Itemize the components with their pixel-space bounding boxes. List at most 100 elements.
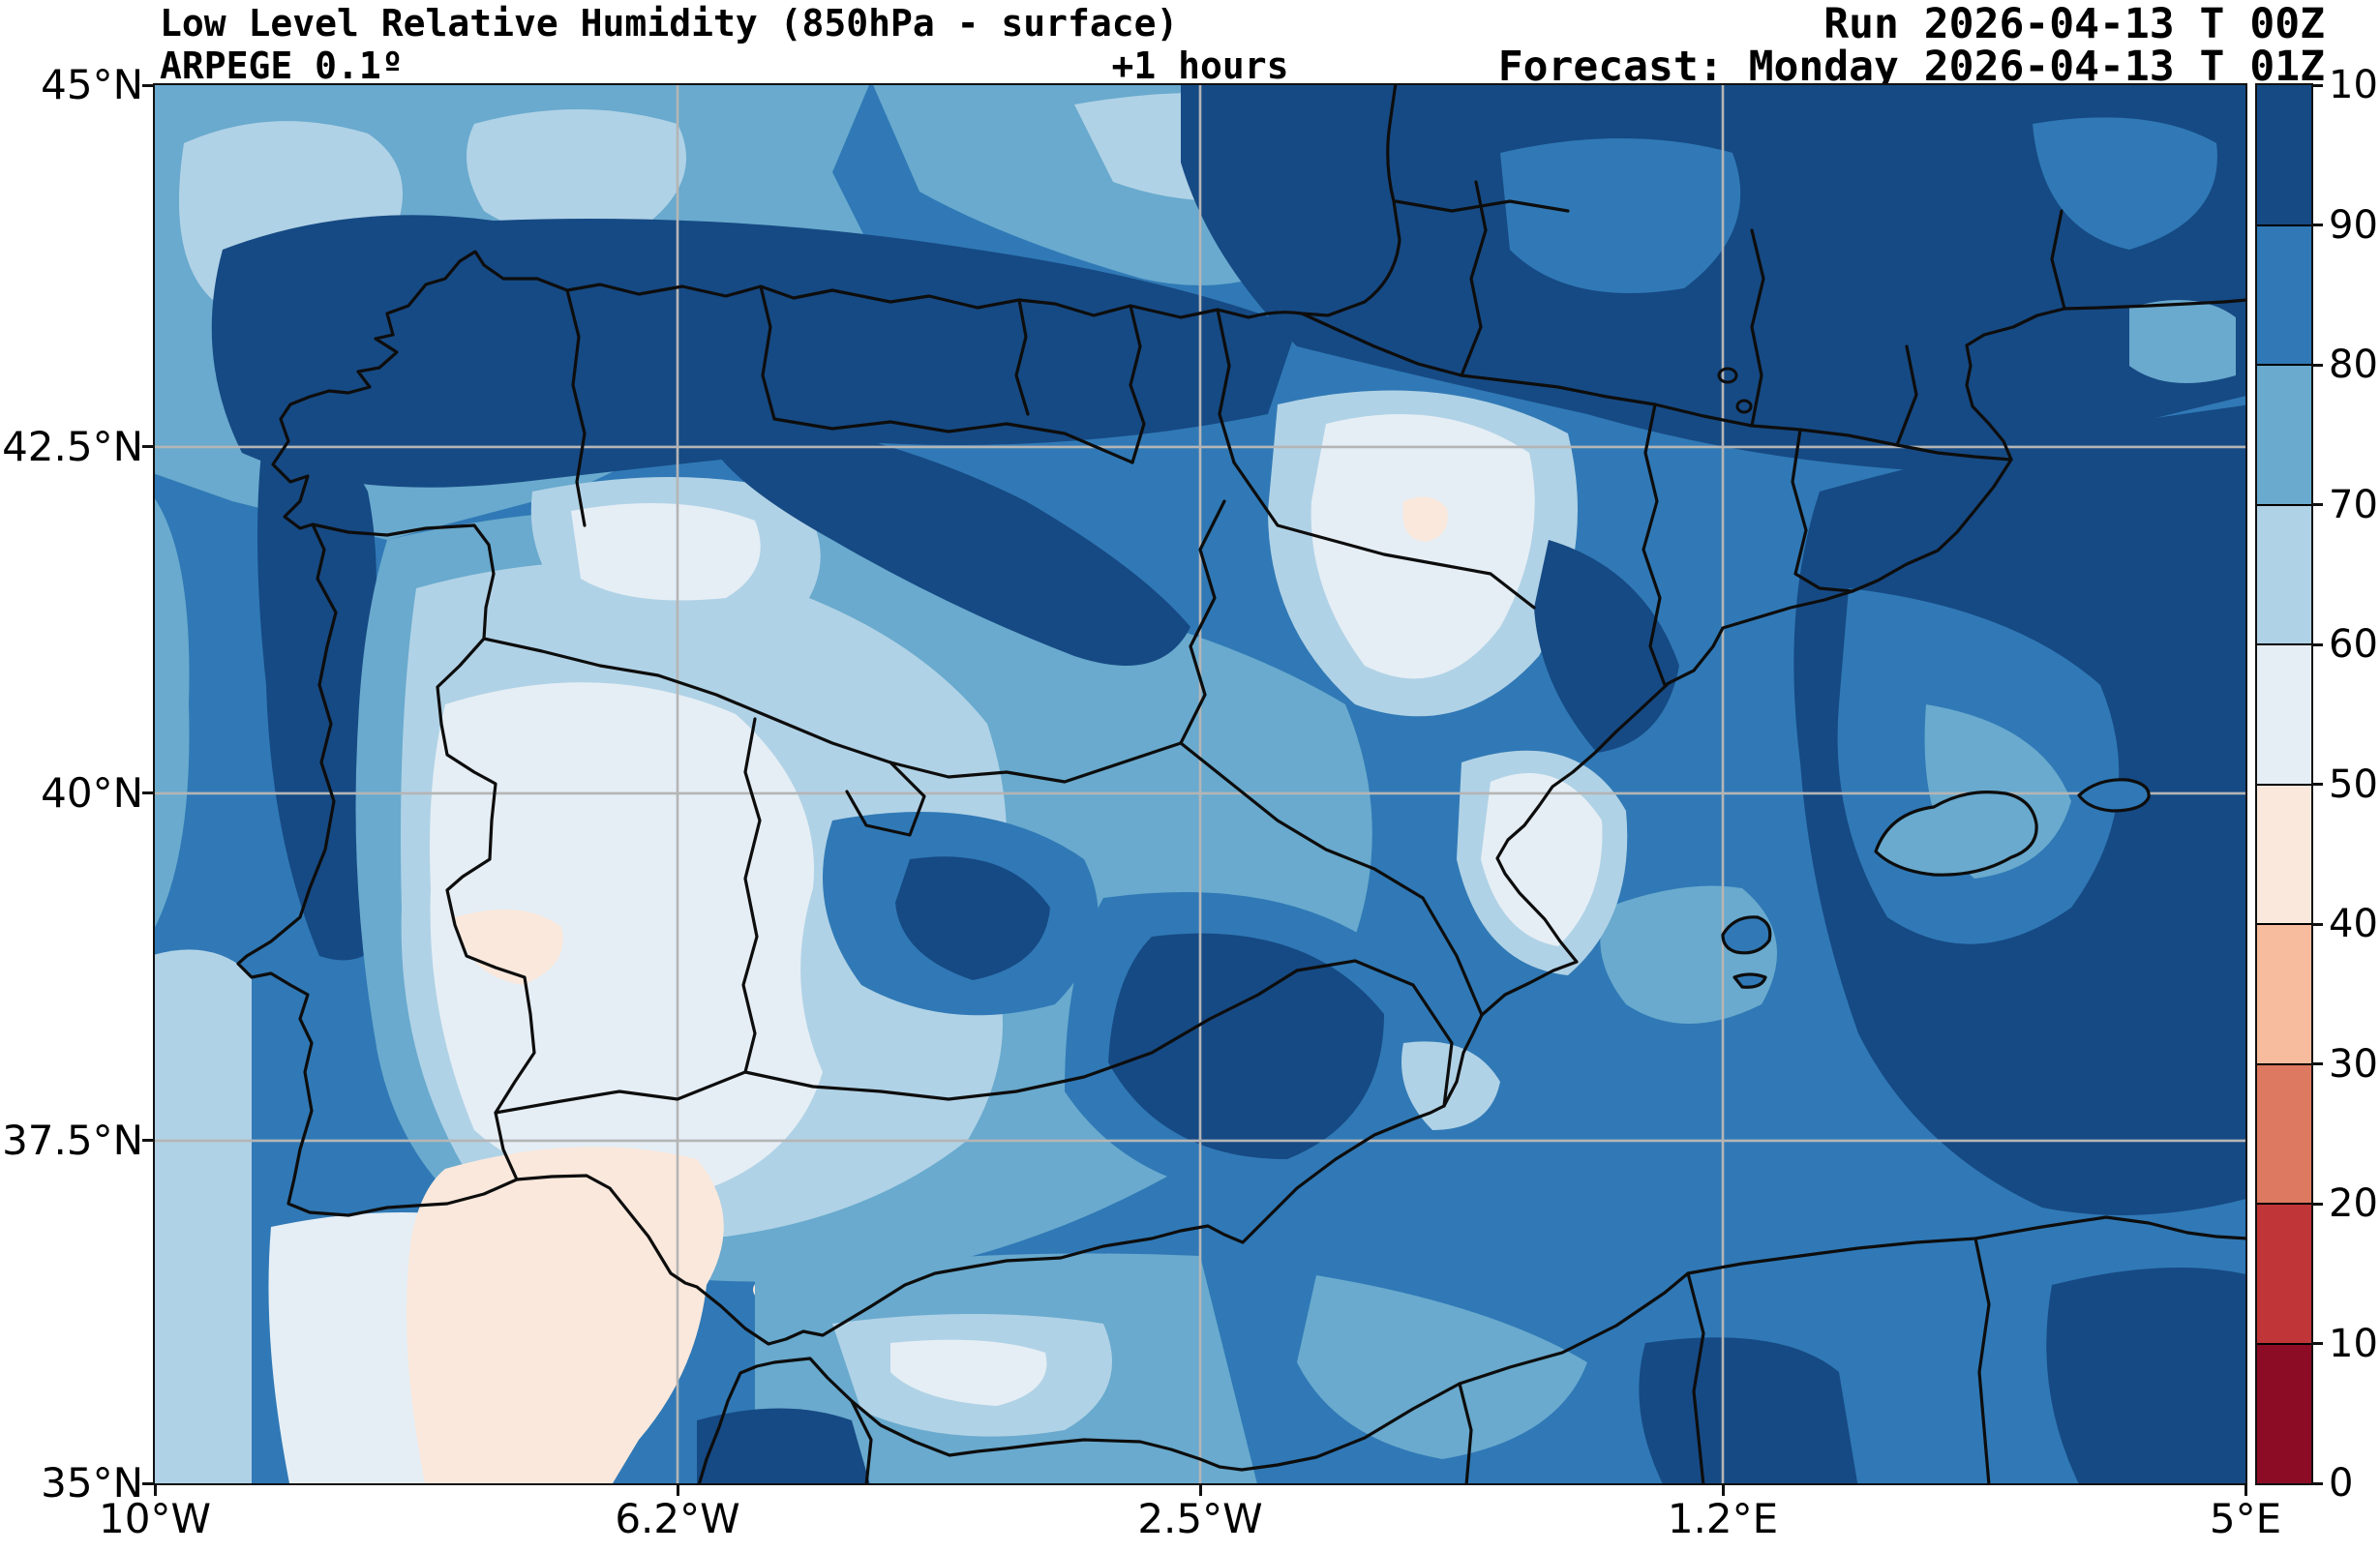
xtick-mark	[1721, 1483, 1725, 1496]
contour-ebro-valley-50-60	[1311, 414, 1535, 679]
border-africa-2	[1458, 1382, 1473, 1483]
xtick-mark	[676, 1483, 679, 1496]
contour-valencia-50-60	[1481, 773, 1603, 946]
colorbar-tick-mark	[2311, 363, 2323, 367]
contour-southwest-iberia-50-60	[430, 682, 823, 1198]
contour-extremadura-40-50	[455, 910, 563, 985]
colorbar-level-line	[2257, 364, 2311, 366]
coastline-iberia-france	[236, 85, 2245, 1346]
contour-france-80-90	[1500, 138, 1741, 293]
border-aragon-catalonia	[1642, 403, 1696, 687]
colorbar-tick-label: 20	[2329, 1181, 2378, 1226]
colorbar-tick-label: 0	[2329, 1461, 2354, 1506]
xtick-label: 1.2°E	[1667, 1495, 1779, 1542]
colorbar-segment-60-70	[2257, 504, 2311, 644]
colorbar-tick-mark	[2311, 1062, 2323, 1065]
ytick-label: 42.5°N	[2, 422, 143, 470]
colorbar-tick-label: 80	[2329, 343, 2378, 387]
contour-algeria-90-100-b	[1639, 1337, 1858, 1483]
ytick-mark	[142, 83, 155, 87]
border-africa-1	[850, 1399, 873, 1483]
border-portugal-spain	[311, 522, 536, 1181]
contour-ebro-speck-40-50	[1402, 496, 1448, 542]
xtick-mark	[1198, 1483, 1202, 1496]
xtick-label: 6.2°W	[615, 1495, 740, 1542]
colorbar-tick-label: 100	[2329, 63, 2380, 107]
border-cordillera-cantabrica	[772, 417, 1134, 464]
contour-alboran-50-60	[890, 1339, 1047, 1406]
colorbar-level-line	[2257, 923, 2311, 925]
border-france-dept-5	[2050, 209, 2066, 311]
ytick-mark	[142, 1139, 155, 1143]
colorbar-tick-label: 40	[2329, 902, 2378, 946]
colorbar-tick-mark	[2311, 1202, 2323, 1206]
ytick-mark	[142, 445, 155, 449]
xtick-mark	[2244, 1483, 2247, 1496]
contour-north-coast-90-100	[211, 215, 1297, 488]
border-murcia	[1295, 959, 1454, 1108]
lead-time-label: +1 hours	[1111, 45, 1289, 87]
border-basque-navarra	[1129, 304, 1146, 464]
map-axes-frame	[153, 83, 2247, 1485]
colorbar-tick-label: 10	[2329, 1321, 2378, 1366]
colorbar-level-line	[2257, 1342, 2311, 1345]
ytick-label: 35°N	[41, 1459, 143, 1507]
border-africa-3	[1686, 1271, 1705, 1483]
border-valencia-inland	[1179, 741, 1484, 1017]
border-ebro-provinces	[1232, 461, 1536, 610]
colorbar-tick-label: 90	[2329, 202, 2378, 248]
lagoon-outline-2	[1735, 399, 1753, 414]
coastlines-and-borders	[236, 85, 2245, 1483]
colorbar-segment-0-10	[2257, 1343, 2311, 1483]
colorbar-tick-label: 30	[2329, 1041, 2378, 1087]
run-label: Run 2026-04-13 T 00Z	[1823, 0, 2325, 48]
contour-ibiza-channel-70-80	[1600, 885, 1777, 1024]
ytick-mark	[142, 1481, 155, 1485]
island-ibiza	[1721, 915, 1772, 955]
contour-france-80-90-b	[2033, 117, 2217, 250]
coastline-north-africa	[697, 1215, 2245, 1483]
contour-maestrat-90-100	[1534, 540, 1679, 753]
colorbar-tick-label: 60	[2329, 622, 2378, 667]
colorbar-level-line	[2257, 783, 2311, 786]
contour-algeria-90-100	[2046, 1268, 2245, 1483]
colorbar-tick-label: 70	[2329, 482, 2378, 527]
ytick-label: 40°N	[41, 768, 143, 817]
border-madrid	[845, 761, 926, 837]
contour-sw-corner-60-70	[155, 949, 252, 1483]
border-galicia-east	[565, 288, 587, 527]
colorbar-level-line	[2257, 224, 2311, 226]
colorbar-segment-80-90	[2257, 224, 2311, 365]
border-catalonia-internal	[1791, 428, 1854, 593]
ytick-label: 45°N	[41, 61, 143, 108]
contour-west-edge-70-80	[155, 498, 190, 928]
contour-pyrenees-france-90-100	[1181, 85, 2245, 472]
border-castilla-east	[1179, 499, 1226, 745]
colorbar-tick-mark	[2311, 642, 2323, 646]
border-france-dept-3	[1750, 228, 1765, 428]
colorbar-segment-70-80	[2257, 365, 2311, 505]
island-menorca	[2077, 778, 2151, 813]
contour-murcia-coast-60-70	[1401, 1041, 1500, 1130]
colorbar-tick-mark	[2311, 922, 2323, 926]
contour-gulf-lion-70-80	[2129, 300, 2236, 383]
border-andalucia-north	[494, 969, 1299, 1115]
colorbar-tick-label: 50	[2329, 761, 2378, 807]
contour-lamancha-90-100	[895, 856, 1050, 980]
border-france-dept-2	[1460, 180, 1488, 377]
colorbar-segment-90-100	[2257, 85, 2311, 225]
contour-se-mountains-90-100	[1108, 933, 1384, 1159]
graticule-gridlines	[155, 85, 2245, 1483]
colorbar-tick-mark	[2311, 83, 2323, 87]
forecast-label: Forecast: Monday 2026-04-13 T 01Z	[1497, 43, 2325, 91]
xtick-label: 2.5°W	[1137, 1495, 1263, 1542]
colorbar-segment-50-60	[2257, 644, 2311, 785]
colorbar-frame	[2255, 83, 2313, 1485]
border-asturias-cantabria	[759, 284, 776, 421]
colorbar-level-line	[2257, 503, 2311, 506]
colorbar-level-line	[2257, 1203, 2311, 1205]
island-formentera	[1732, 972, 1767, 989]
contour-castilla-leon-50-60	[571, 503, 761, 601]
model-label: ARPEGE 0.1º	[160, 45, 404, 87]
